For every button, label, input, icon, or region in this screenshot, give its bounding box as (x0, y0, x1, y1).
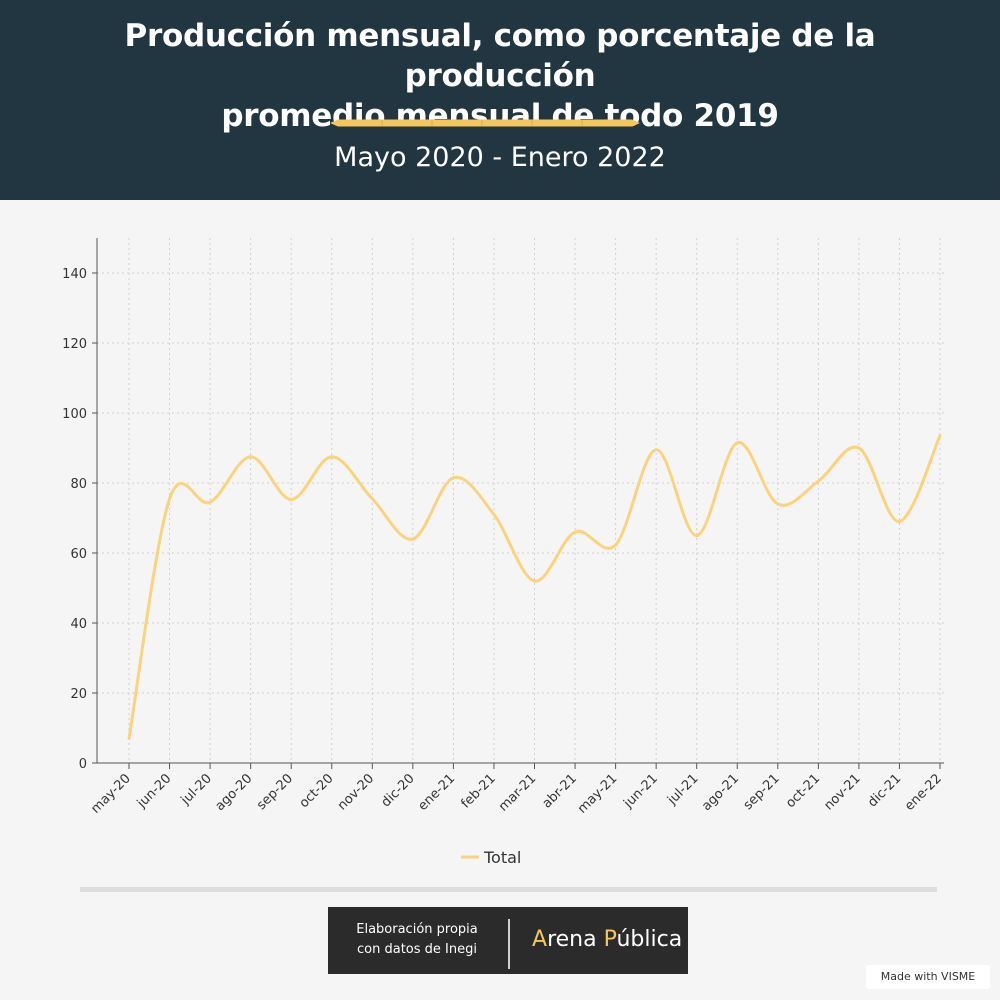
visme-watermark[interactable]: Made with VISME (866, 965, 990, 989)
x-tick-label: jun-21 (620, 771, 661, 812)
header-banner: Producción mensual, como porcentaje de l… (0, 0, 1000, 200)
x-tick-label: oct-20 (297, 771, 337, 811)
chart-series (127, 434, 942, 740)
x-tick-label: sep-21 (741, 771, 783, 813)
y-tick-label: 40 (70, 617, 87, 632)
x-tick-label: jun-20 (134, 771, 175, 812)
x-tick-label: ago-20 (213, 771, 256, 814)
chart-title: Producción mensual, como porcentaje de l… (40, 16, 960, 136)
x-tick-label: may-21 (575, 771, 620, 816)
x-tick-label: abr-21 (540, 771, 580, 811)
y-tick-label: 120 (62, 337, 87, 352)
y-tick-label: 100 (62, 407, 87, 422)
chart-title-line2: promedio mensual de todo 2019 (221, 98, 779, 134)
brand-logo: Arena Pública (532, 927, 683, 952)
x-tick-label: ene-21 (415, 771, 458, 814)
chart-title-line1: Producción mensual, como porcentaje de l… (124, 18, 876, 94)
chart-subtitle: Mayo 2020 - Enero 2022 (334, 142, 666, 173)
x-tick-label: nov-21 (821, 771, 863, 813)
x-tick-label: jul-21 (664, 771, 701, 808)
source-badge: Elaboración propia con datos de Inegi Ar… (328, 907, 688, 974)
y-tick-label: 60 (70, 547, 87, 562)
y-tick-label: 80 (70, 477, 87, 492)
chart-grid (97, 238, 944, 763)
y-tick-label: 140 (62, 267, 87, 282)
pencil-divider-icon (330, 119, 640, 127)
chart-legend: Total (461, 848, 521, 867)
x-tick-label: may-20 (88, 771, 133, 816)
x-tick-label: sep-20 (254, 771, 296, 813)
source-credit-line2: con datos de Inegi (357, 942, 477, 957)
footer-divider (80, 887, 937, 892)
x-tick-label: nov-20 (335, 771, 377, 813)
x-tick-label: jul-20 (178, 771, 215, 808)
legend-label[interactable]: Total (483, 848, 521, 867)
x-tick-label: dic-21 (865, 771, 904, 810)
x-tick-label: ene-22 (902, 771, 945, 814)
source-credit-line1: Elaboración propia (356, 922, 478, 937)
x-tick-label: mar-21 (496, 771, 539, 814)
x-tick-label: ago-21 (699, 771, 742, 814)
x-tick-label: feb-21 (458, 771, 498, 811)
source-credit: Elaboración propia con datos de Inegi (342, 920, 492, 960)
badge-separator (508, 919, 510, 969)
x-tick-label: dic-20 (379, 771, 418, 810)
y-tick-label: 0 (79, 757, 87, 772)
x-tick-label: oct-21 (783, 771, 823, 811)
y-tick-label: 20 (70, 687, 87, 702)
